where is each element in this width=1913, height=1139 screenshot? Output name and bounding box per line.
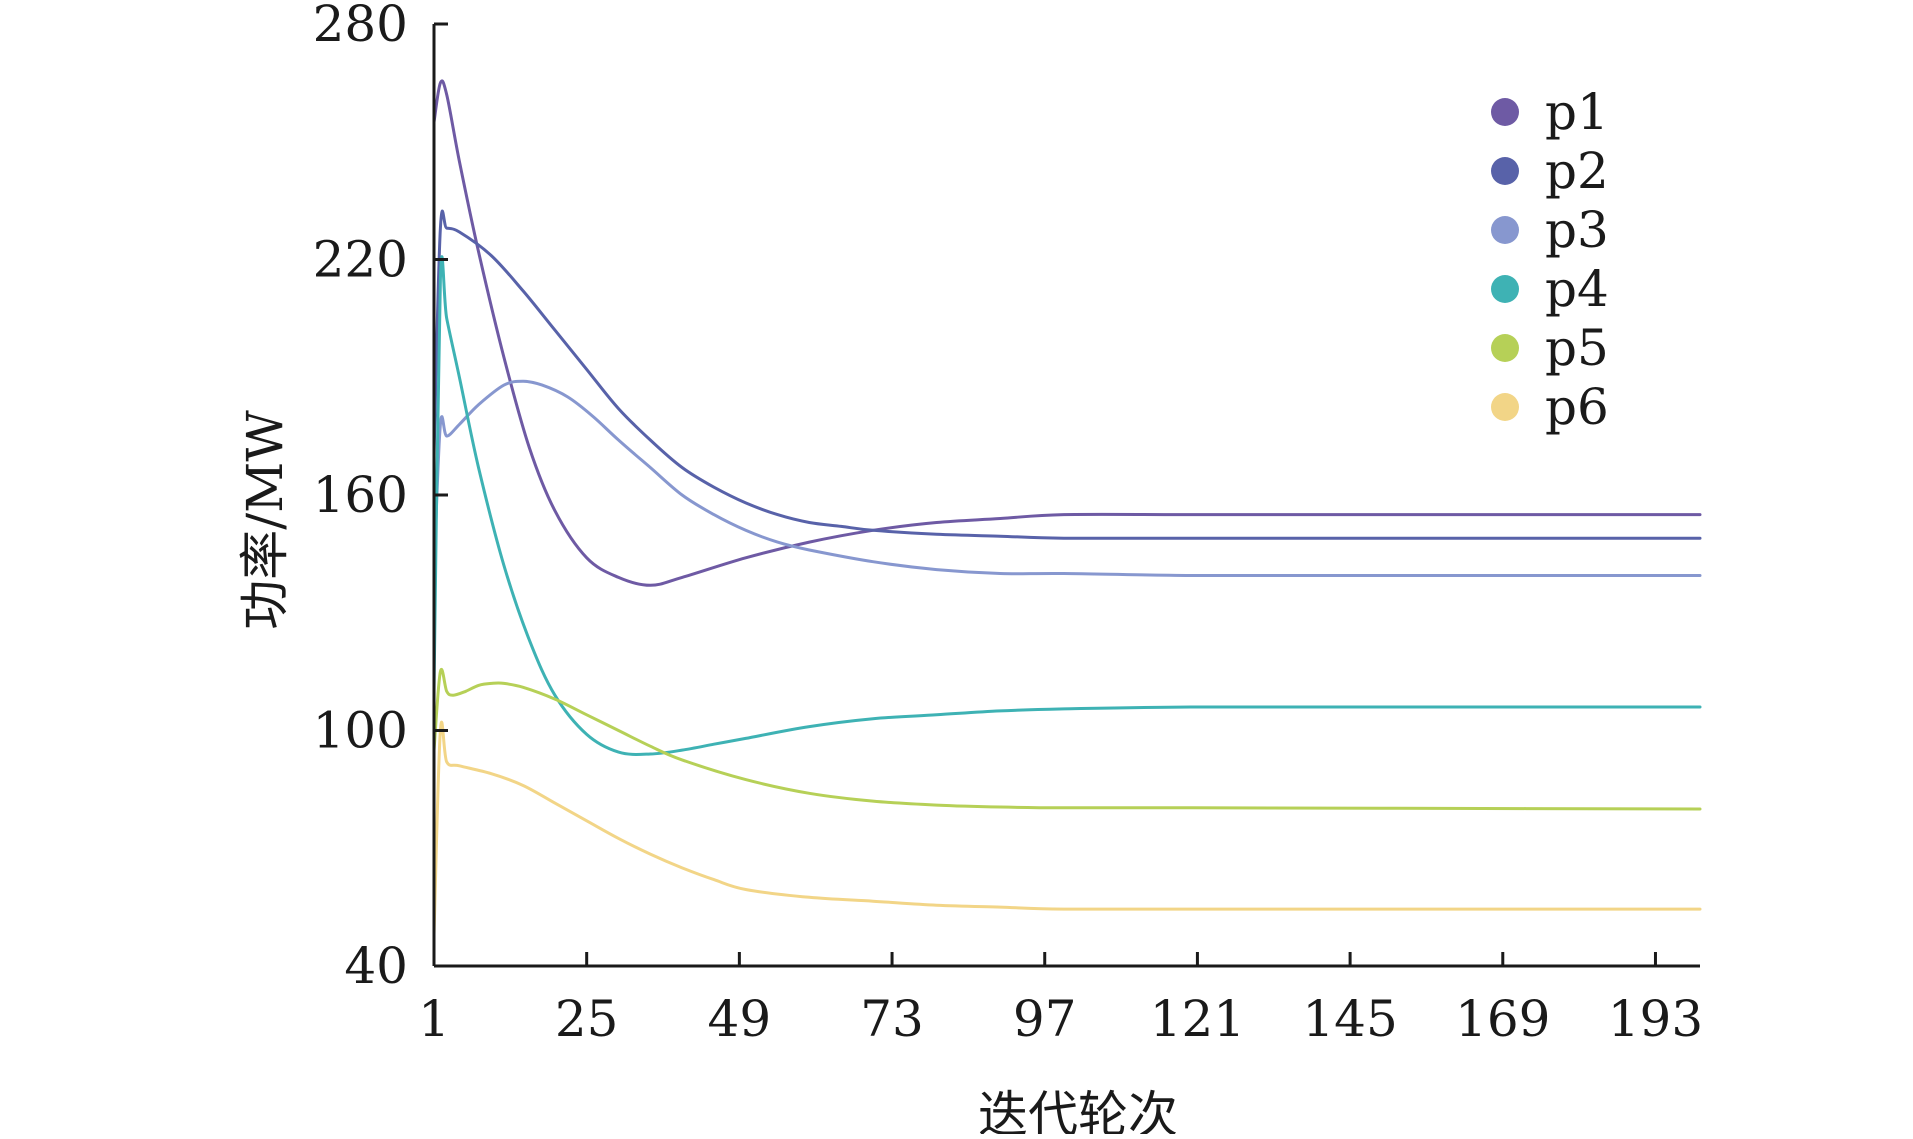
series-line-p2 <box>432 209 1702 540</box>
y-tick-label: 40 <box>344 937 408 995</box>
legend-label-p5: p5 <box>1545 319 1609 377</box>
legend-marker-p3 <box>1491 216 1519 244</box>
legend-item-p4: p4 <box>1491 260 1609 318</box>
legend-marker-p4 <box>1491 275 1519 303</box>
y-tick-label: 100 <box>313 702 408 760</box>
y-tick-label: 220 <box>313 231 408 289</box>
x-tick-label: 145 <box>1302 990 1397 1048</box>
x-tick-label: 73 <box>860 990 924 1048</box>
x-tick-label: 97 <box>1013 990 1077 1048</box>
y-ticks: 40 100 160 220 280 <box>313 0 448 995</box>
y-tick-label: 280 <box>313 0 408 53</box>
legend-label-p3: p3 <box>1545 201 1609 259</box>
legend-item-p2: p2 <box>1491 142 1609 200</box>
series-line-p5 <box>432 667 1702 811</box>
x-ticks: 1 25 49 73 97 121 145 169 193 <box>418 952 1703 1048</box>
x-tick-label: 49 <box>708 990 772 1048</box>
series-line-p1 <box>432 79 1702 587</box>
legend-marker-p1 <box>1491 98 1519 126</box>
series-layer <box>432 79 1702 937</box>
legend-item-p5: p5 <box>1491 319 1609 377</box>
legend-label-p2: p2 <box>1545 142 1609 200</box>
legend-label-p6: p6 <box>1545 378 1609 436</box>
x-tick-label: 193 <box>1608 990 1703 1048</box>
legend-item-p3: p3 <box>1491 201 1609 259</box>
legend-label-p1: p1 <box>1545 83 1609 141</box>
legend-item-p1: p1 <box>1491 83 1609 141</box>
x-tick-label: 1 <box>418 990 450 1048</box>
series-line-p4 <box>432 255 1702 756</box>
x-tick-label: 169 <box>1455 990 1550 1048</box>
legend-label-p4: p4 <box>1545 260 1609 318</box>
legend-item-p6: p6 <box>1491 378 1609 436</box>
legend-marker-p5 <box>1491 334 1519 362</box>
y-axis-title: 功率/MW <box>236 410 294 630</box>
y-tick-label: 160 <box>313 466 408 524</box>
x-axis-title: 迭代轮次 <box>978 1086 1178 1134</box>
legend-marker-p6 <box>1491 393 1519 421</box>
series-line-p3 <box>432 379 1702 578</box>
x-tick-label: 25 <box>555 990 619 1048</box>
x-tick-label: 121 <box>1150 990 1245 1048</box>
series-line-p6 <box>432 720 1702 937</box>
legend-marker-p2 <box>1491 157 1519 185</box>
